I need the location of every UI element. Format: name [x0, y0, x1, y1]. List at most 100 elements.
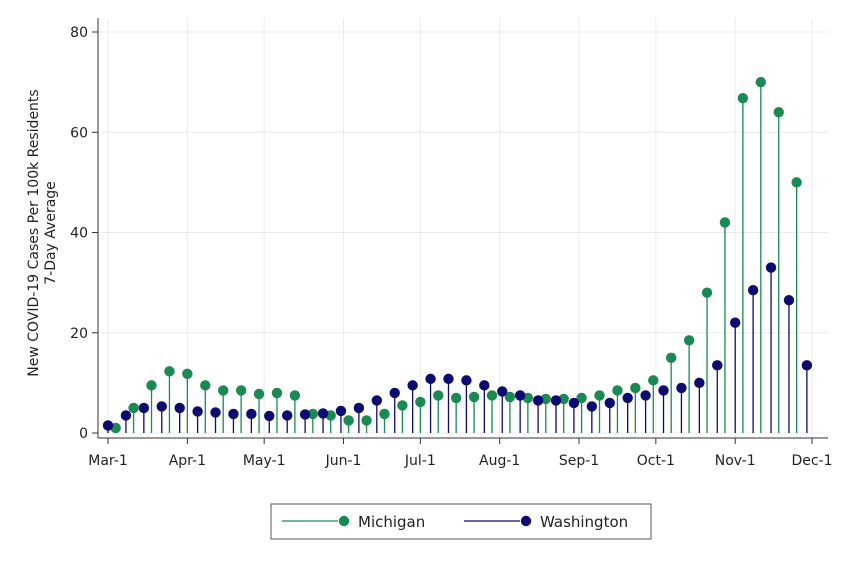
washington-point — [801, 360, 813, 371]
washington-point — [389, 387, 400, 399]
michigan-point — [576, 392, 587, 404]
axes: 0 20 40 60 80 Mar-1 Apr-1 May-1 Jun-1 Jul-1 Aug-1 S… — [70, 18, 833, 469]
washington-point — [443, 373, 454, 385]
washington-point — [228, 408, 239, 420]
x-tick-label: Jun-1 — [325, 453, 362, 469]
michigan-point — [468, 391, 480, 403]
washington-point — [317, 408, 329, 419]
washington-point — [353, 402, 365, 414]
washington-point — [407, 380, 418, 391]
washington-point — [783, 294, 795, 306]
michigan-point — [486, 390, 498, 401]
washington-point — [371, 395, 382, 406]
series-marks — [102, 76, 813, 434]
michigan-point — [289, 390, 301, 401]
x-tick-label: Oct-1 — [637, 453, 675, 469]
x-tick-label: Sep-1 — [559, 453, 599, 469]
michigan-point — [755, 76, 766, 88]
michigan-point — [218, 385, 229, 396]
washington-point — [335, 405, 347, 417]
michigan-point — [379, 408, 390, 420]
michigan-point — [612, 385, 623, 396]
washington-point — [299, 409, 311, 420]
legend-item-michigan: Michigan — [282, 513, 425, 531]
legend-marker — [338, 515, 350, 527]
michigan-point — [235, 385, 247, 396]
michigan-point — [433, 390, 444, 401]
x-tick-label: Mar-1 — [88, 453, 127, 469]
michigan-point — [343, 415, 354, 426]
michigan-point — [594, 390, 605, 401]
michigan-point — [737, 92, 749, 104]
washington-point — [622, 392, 633, 404]
michigan-point — [791, 177, 802, 188]
legend-marker — [520, 515, 532, 527]
washington-point — [479, 380, 490, 391]
michigan-point — [630, 382, 641, 394]
washington-point — [514, 390, 526, 401]
michigan-point — [182, 368, 193, 380]
washington-point — [568, 397, 580, 409]
washington-point — [765, 262, 777, 273]
y-axis-title: New COVID-19 Cases Per 100k Residents7-D… — [26, 89, 59, 376]
michigan-point — [253, 388, 265, 400]
washington-point — [264, 410, 275, 422]
washington-point — [156, 401, 167, 412]
washington-point — [210, 407, 221, 418]
x-tick-label: May-1 — [243, 453, 286, 469]
y-tick-label: 0 — [79, 426, 88, 442]
x-tick-label: Nov-1 — [715, 453, 756, 469]
washington-point — [604, 397, 615, 409]
michigan-point — [146, 380, 157, 391]
michigan-point — [415, 396, 426, 408]
x-tick-label: Jul-1 — [404, 453, 436, 469]
michigan-point — [504, 391, 516, 403]
michigan-point — [701, 287, 713, 298]
washington-point — [102, 420, 114, 431]
y-tick-label: 20 — [70, 326, 88, 342]
washington-point — [694, 377, 705, 389]
washington-point — [640, 390, 651, 401]
michigan-point — [719, 217, 731, 228]
legend-label: Washington — [540, 513, 628, 531]
legend-label: Michigan — [358, 513, 425, 531]
plot-area — [98, 18, 828, 438]
washington-point — [282, 410, 293, 421]
michigan-point — [450, 392, 462, 404]
washington-point — [120, 410, 132, 421]
michigan-point — [200, 380, 211, 391]
washington-point — [658, 385, 669, 396]
washington-point — [192, 406, 203, 417]
washington-point — [676, 382, 687, 394]
michigan-point — [648, 375, 659, 386]
washington-point — [712, 360, 723, 371]
washington-point — [246, 408, 257, 420]
y-tick-label: 80 — [70, 25, 88, 41]
michigan-point — [271, 387, 283, 399]
washington-point — [497, 386, 508, 397]
michigan-point — [773, 107, 784, 118]
michigan-point — [128, 402, 139, 414]
michigan-point — [397, 400, 408, 411]
washington-point — [461, 375, 472, 386]
y-axis-title-text: New COVID-19 Cases Per 100k Residents7-D… — [26, 89, 59, 376]
legend: Michigan Washington — [270, 503, 652, 540]
series-washington — [102, 262, 813, 433]
michigan-point — [164, 366, 175, 377]
washington-point — [586, 401, 598, 412]
michigan-point — [683, 335, 695, 346]
x-tick-label: Dec-1 — [791, 453, 832, 469]
y-tick-label: 40 — [70, 226, 88, 242]
washington-point — [174, 402, 185, 414]
y-axis-title-line: 7-Day Average — [43, 181, 59, 285]
washington-point — [550, 395, 562, 406]
washington-point — [138, 402, 150, 414]
michigan-point — [307, 408, 318, 420]
x-tick-label: Apr-1 — [169, 453, 206, 469]
washington-point — [425, 373, 436, 385]
y-tick-label: 60 — [70, 125, 88, 141]
x-tick-label: Aug-1 — [479, 453, 520, 469]
washington-point — [747, 284, 759, 296]
michigan-point — [361, 415, 372, 426]
